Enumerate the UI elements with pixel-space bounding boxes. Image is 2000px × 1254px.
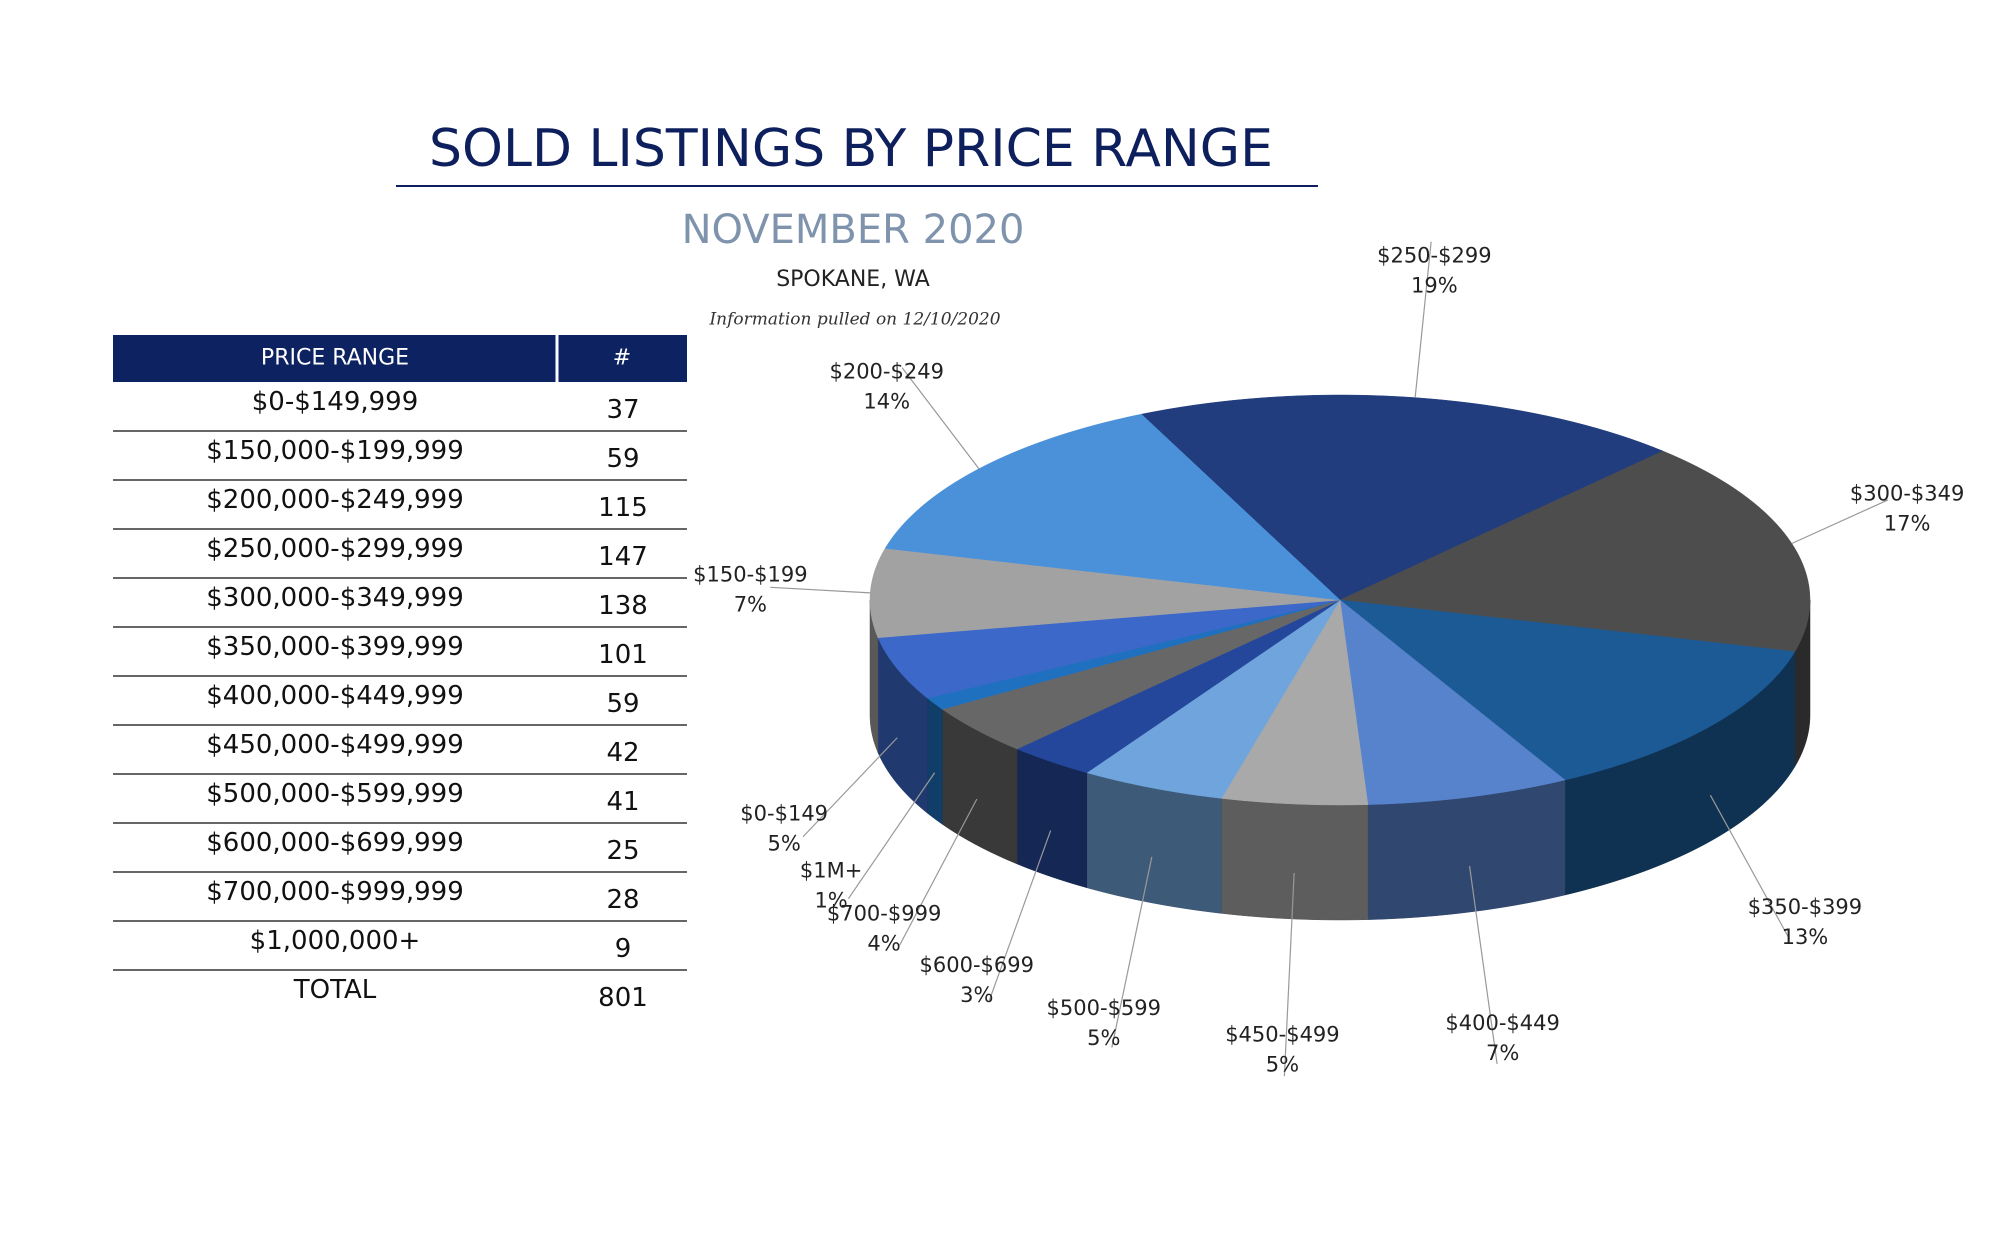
title: SOLD LISTINGS BY PRICE RANGE bbox=[429, 119, 1273, 179]
table-cell: 59 bbox=[606, 444, 639, 474]
slice-label: $200-$249 bbox=[829, 360, 943, 384]
slice-label: $300-$349 bbox=[1850, 482, 1964, 506]
table-cell: 42 bbox=[606, 738, 639, 768]
table-cell: 147 bbox=[598, 542, 648, 572]
slice-value: 17% bbox=[1884, 512, 1931, 536]
slice-label: $700-$999 bbox=[827, 902, 941, 926]
table-cell: 138 bbox=[598, 591, 648, 621]
slice bbox=[926, 599, 1341, 710]
table: PRICE RANGE # $0-$149,999 37 $150,000-$199,9… bbox=[113, 335, 687, 1013]
table-cell: 41 bbox=[606, 787, 639, 817]
leader-line bbox=[802, 737, 898, 838]
table-cell: $450,000-$499,999 bbox=[206, 730, 464, 760]
slice-label: $600-$699 bbox=[920, 953, 1034, 977]
table-cell: 25 bbox=[606, 836, 639, 866]
table-cell: $0-$149,999 bbox=[252, 387, 419, 417]
slice-value: 14% bbox=[863, 390, 910, 414]
table-cell: 115 bbox=[598, 493, 648, 523]
slice-side bbox=[927, 697, 943, 825]
header-cell: # bbox=[613, 346, 631, 371]
pie-chart: $250-$299 19% $300-$349 17% $350-$399 13% $400… bbox=[693, 241, 1964, 1077]
note: Information pulled on 12/10/2020 bbox=[708, 310, 1000, 330]
slice-value: 1% bbox=[814, 889, 847, 913]
slice-value: 7% bbox=[734, 592, 767, 616]
slice-label: $450-$499 bbox=[1225, 1022, 1339, 1046]
leader-line bbox=[847, 772, 936, 900]
table-cell: 59 bbox=[606, 689, 639, 719]
slice bbox=[941, 599, 1341, 750]
slice-value: 3% bbox=[960, 983, 993, 1007]
slice-value: 4% bbox=[867, 932, 900, 956]
slice-value: 19% bbox=[1411, 273, 1458, 297]
header-cell: PRICE RANGE bbox=[261, 346, 409, 371]
slice-value: 7% bbox=[1486, 1041, 1519, 1065]
table-cell: $400,000-$449,999 bbox=[206, 681, 464, 711]
leader-line bbox=[1791, 499, 1889, 545]
table-cell: $250,000-$299,999 bbox=[206, 534, 464, 564]
table-cell: 37 bbox=[606, 395, 639, 425]
slice bbox=[1339, 599, 1566, 805]
slice-value: 5% bbox=[1266, 1052, 1299, 1076]
table-cell: $300,000-$349,999 bbox=[206, 583, 464, 613]
leader-line bbox=[901, 367, 980, 470]
slice-label: $250-$299 bbox=[1377, 243, 1491, 267]
table-cell: 28 bbox=[606, 885, 639, 915]
total-value: 801 bbox=[598, 983, 648, 1013]
slice bbox=[1221, 599, 1369, 806]
slice-label: $150-$199 bbox=[693, 562, 807, 586]
table-cell: $350,000-$399,999 bbox=[206, 632, 464, 662]
leader-line bbox=[1468, 865, 1498, 1065]
slice bbox=[877, 599, 1341, 699]
subtitle: NOVEMBER 2020 bbox=[682, 207, 1025, 253]
slice-value: 13% bbox=[1782, 925, 1829, 949]
table-header-bg bbox=[113, 335, 687, 382]
slice-label: $350-$399 bbox=[1748, 895, 1862, 919]
location: SPOKANE, WA bbox=[776, 267, 930, 292]
table-cell: $700,000-$999,999 bbox=[206, 877, 464, 907]
table-cell: 9 bbox=[615, 934, 632, 964]
leader-line bbox=[1111, 856, 1153, 1048]
table-cell: $500,000-$599,999 bbox=[206, 779, 464, 809]
table-cell: $200,000-$249,999 bbox=[206, 485, 464, 515]
slice bbox=[1140, 394, 1664, 601]
slice bbox=[1086, 599, 1341, 799]
leader-line bbox=[770, 586, 871, 594]
leader-line bbox=[1709, 794, 1790, 939]
table-cell: 101 bbox=[598, 640, 648, 670]
leader-line bbox=[988, 830, 1052, 1002]
slice-value: 5% bbox=[768, 831, 801, 855]
leader-line bbox=[1414, 241, 1432, 398]
slice bbox=[1016, 599, 1341, 773]
total-label: TOTAL bbox=[293, 975, 377, 1005]
leader-line bbox=[899, 798, 978, 946]
slice-value: 5% bbox=[1087, 1026, 1120, 1050]
table-cell: $150,000-$199,999 bbox=[206, 436, 464, 466]
slice-label: $400-$449 bbox=[1445, 1011, 1559, 1035]
slice-label: $500-$599 bbox=[1047, 996, 1161, 1020]
leader-line bbox=[1283, 872, 1295, 1077]
slice bbox=[1339, 599, 1796, 781]
slice-side bbox=[1221, 798, 1369, 921]
slice bbox=[1339, 450, 1811, 652]
table-cell: $600,000-$699,999 bbox=[206, 828, 464, 858]
table-cell: $1,000,000+ bbox=[250, 926, 421, 956]
slice-label: $1M+ bbox=[800, 859, 862, 883]
slice-label: $0-$149 bbox=[740, 801, 828, 825]
slice bbox=[884, 413, 1341, 601]
